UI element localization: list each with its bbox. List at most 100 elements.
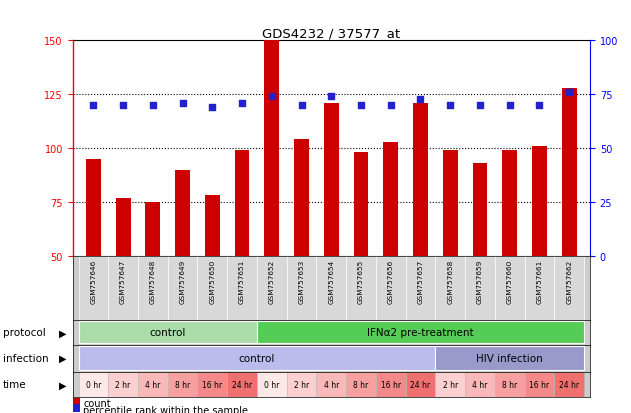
Bar [346,372,376,397]
Bar [109,256,138,320]
Bar [406,256,435,320]
Text: GSM757654: GSM757654 [328,259,334,304]
Bar [376,372,406,397]
Point [564,90,574,96]
Bar [435,372,465,397]
Bar [495,372,524,397]
Text: count: count [83,399,111,408]
Point [386,102,396,109]
Text: HIV infection: HIV infection [476,353,543,363]
Point [148,102,158,109]
Point [534,102,545,109]
Bar [406,372,435,397]
Bar [78,256,109,320]
Bar [175,170,190,363]
Point [177,100,187,107]
Bar [383,142,398,363]
Bar [554,256,584,320]
Text: GSM757655: GSM757655 [358,259,364,304]
Text: 8 hr: 8 hr [502,380,517,389]
Text: 8 hr: 8 hr [175,380,190,389]
Bar [465,372,495,397]
Bar [205,196,220,363]
Text: GSM757658: GSM757658 [447,259,453,304]
Bar [227,372,257,397]
Text: GSM757662: GSM757662 [566,259,572,304]
Text: time: time [3,380,27,389]
Bar [465,256,495,320]
Bar [376,256,406,320]
Bar [502,151,517,363]
Point [505,102,515,109]
Text: 2 hr: 2 hr [115,380,131,389]
Bar [435,256,465,320]
Text: 24 hr: 24 hr [232,380,252,389]
Bar [524,372,554,397]
Text: GSM757657: GSM757657 [418,259,423,304]
Text: 24 hr: 24 hr [559,380,579,389]
Text: infection: infection [3,353,49,363]
Point [356,102,366,109]
Bar [264,41,280,363]
Text: 4 hr: 4 hr [324,380,339,389]
Text: 8 hr: 8 hr [353,380,369,389]
Point [445,102,456,109]
Text: 2 hr: 2 hr [294,380,309,389]
Bar [168,372,198,397]
Bar [78,321,257,344]
Bar [316,372,346,397]
Bar [316,256,346,320]
Text: GSM757649: GSM757649 [180,259,186,304]
Text: 16 hr: 16 hr [529,380,550,389]
Text: control: control [239,353,275,363]
Bar [286,372,316,397]
Bar [235,151,249,363]
Bar [294,140,309,363]
Text: ▶: ▶ [59,353,66,363]
Text: 4 hr: 4 hr [145,380,160,389]
Bar [257,372,286,397]
Text: GSM757648: GSM757648 [150,259,156,304]
Bar [145,202,160,363]
Bar [168,256,198,320]
Bar [78,372,109,397]
Bar [473,164,487,363]
Point [207,104,217,111]
Bar [109,372,138,397]
Bar [495,256,524,320]
Text: ▶: ▶ [59,380,66,389]
Bar [324,104,339,363]
Text: 16 hr: 16 hr [380,380,401,389]
Text: GSM757659: GSM757659 [477,259,483,304]
Text: 4 hr: 4 hr [472,380,488,389]
Point [475,102,485,109]
Text: 16 hr: 16 hr [203,380,222,389]
Bar [198,256,227,320]
Bar [443,151,457,363]
Text: GSM757647: GSM757647 [120,259,126,304]
Text: percentile rank within the sample: percentile rank within the sample [83,405,248,413]
Bar [115,198,131,363]
Bar [562,88,577,363]
Text: protocol: protocol [3,328,46,337]
Text: 0 hr: 0 hr [86,380,101,389]
Point [297,102,307,109]
Point [326,94,336,100]
Bar [227,256,257,320]
Bar [524,256,554,320]
Bar [86,159,101,363]
Bar [257,256,286,320]
Bar [346,256,376,320]
Text: control: control [150,328,186,337]
Text: GSM757661: GSM757661 [536,259,543,304]
Bar [138,256,168,320]
Point [415,96,425,102]
Bar [353,153,369,363]
Text: IFNα2 pre-treatment: IFNα2 pre-treatment [367,328,474,337]
Text: ▶: ▶ [59,328,66,337]
Point [267,94,277,100]
Text: GSM757660: GSM757660 [507,259,513,304]
Bar [554,372,584,397]
Text: GSM757652: GSM757652 [269,259,275,304]
Text: GSM757653: GSM757653 [298,259,305,304]
